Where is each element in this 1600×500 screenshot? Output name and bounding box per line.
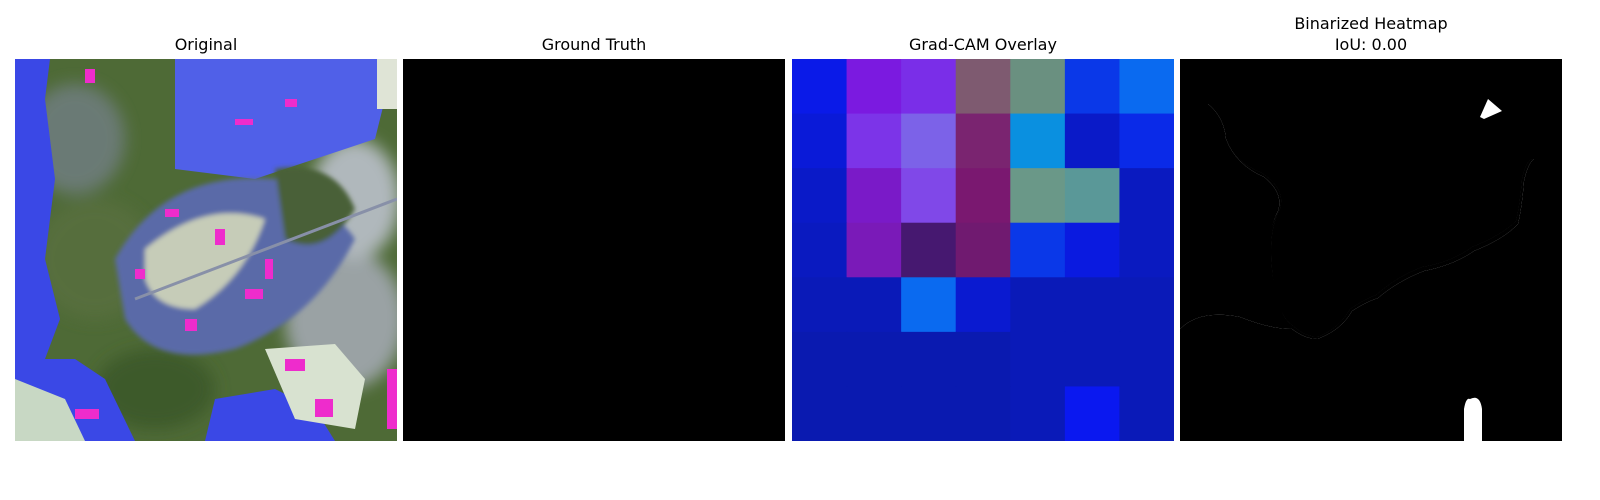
gradcam-cell xyxy=(1119,113,1174,169)
gradcam-cell xyxy=(1119,168,1174,224)
gradcam-cell xyxy=(1064,59,1121,115)
gradcam-cell xyxy=(901,386,957,441)
original-image xyxy=(15,59,397,441)
gradcam-cell xyxy=(901,331,957,388)
gradcam-cell xyxy=(792,168,848,224)
gradcam-cell xyxy=(1119,331,1174,388)
gradcam-cell xyxy=(1119,386,1174,441)
gradcam-cell xyxy=(1064,168,1121,224)
gradcam-cell xyxy=(955,331,1011,388)
gradcam-cell xyxy=(1064,386,1121,441)
panel-title-gradcam: Grad-CAM Overlay xyxy=(909,35,1057,54)
gradcam-cell xyxy=(846,222,902,278)
gradcam-cell xyxy=(955,277,1011,333)
gradcam-cell xyxy=(792,113,848,169)
panel-gradcam-overlay: Grad-CAM Overlay xyxy=(792,0,1174,500)
gradcam-cell xyxy=(955,222,1011,278)
gradcam-cell xyxy=(846,331,902,388)
gradcam-cell xyxy=(1010,59,1066,115)
panel-subtitle-iou: IoU: 0.00 xyxy=(1334,35,1408,54)
panel-title-binarized: Binarized Heatmap xyxy=(1294,14,1448,33)
gradcam-cell xyxy=(1010,113,1066,169)
gradcam-cell xyxy=(955,386,1011,441)
gradcam-cell xyxy=(1010,277,1066,333)
gradcam-cell xyxy=(1064,113,1121,169)
gradcam-cell xyxy=(1010,331,1066,388)
gradcam-cell xyxy=(846,59,902,115)
gradcam-cell xyxy=(901,277,957,333)
gradcam-cell xyxy=(1010,222,1066,278)
panel-original: Original xyxy=(15,0,397,500)
gradcam-cell xyxy=(901,168,957,224)
gradcam-cell xyxy=(792,277,848,333)
panel-title-original: Original xyxy=(174,35,238,54)
panel-title-ground-truth: Ground Truth xyxy=(541,35,647,54)
gradcam-cell xyxy=(1119,277,1174,333)
gradcam-cell xyxy=(792,331,848,388)
gradcam-cell xyxy=(955,113,1011,169)
gradcam-cell xyxy=(1064,277,1121,333)
panel-ground-truth: Ground Truth xyxy=(403,0,785,500)
gradcam-cell xyxy=(1119,222,1174,278)
gradcam-cell xyxy=(1010,386,1066,441)
gradcam-cell xyxy=(846,386,902,441)
gradcam-cell xyxy=(955,59,1011,115)
binarized-heatmap-image xyxy=(1180,59,1562,441)
ground-truth-mask xyxy=(403,59,785,441)
gradcam-cell xyxy=(792,386,848,441)
gradcam-cell xyxy=(1064,222,1121,278)
gradcam-overlay-image xyxy=(792,59,1174,441)
gradcam-cell xyxy=(955,168,1011,224)
gradcam-cell xyxy=(846,113,902,169)
gradcam-cell xyxy=(901,59,957,115)
gradcam-cell xyxy=(1064,331,1121,388)
gradcam-cell xyxy=(846,277,902,333)
gradcam-cell xyxy=(792,222,848,278)
gradcam-cell xyxy=(1010,168,1066,224)
panel-binarized-heatmap: Binarized Heatmap IoU: 0.00 xyxy=(1180,0,1562,500)
gradcam-cell xyxy=(901,222,957,278)
gradcam-cell xyxy=(901,113,957,169)
gradcam-cell xyxy=(1119,59,1174,115)
gradcam-cell xyxy=(792,59,848,115)
gradcam-cell xyxy=(846,168,902,224)
